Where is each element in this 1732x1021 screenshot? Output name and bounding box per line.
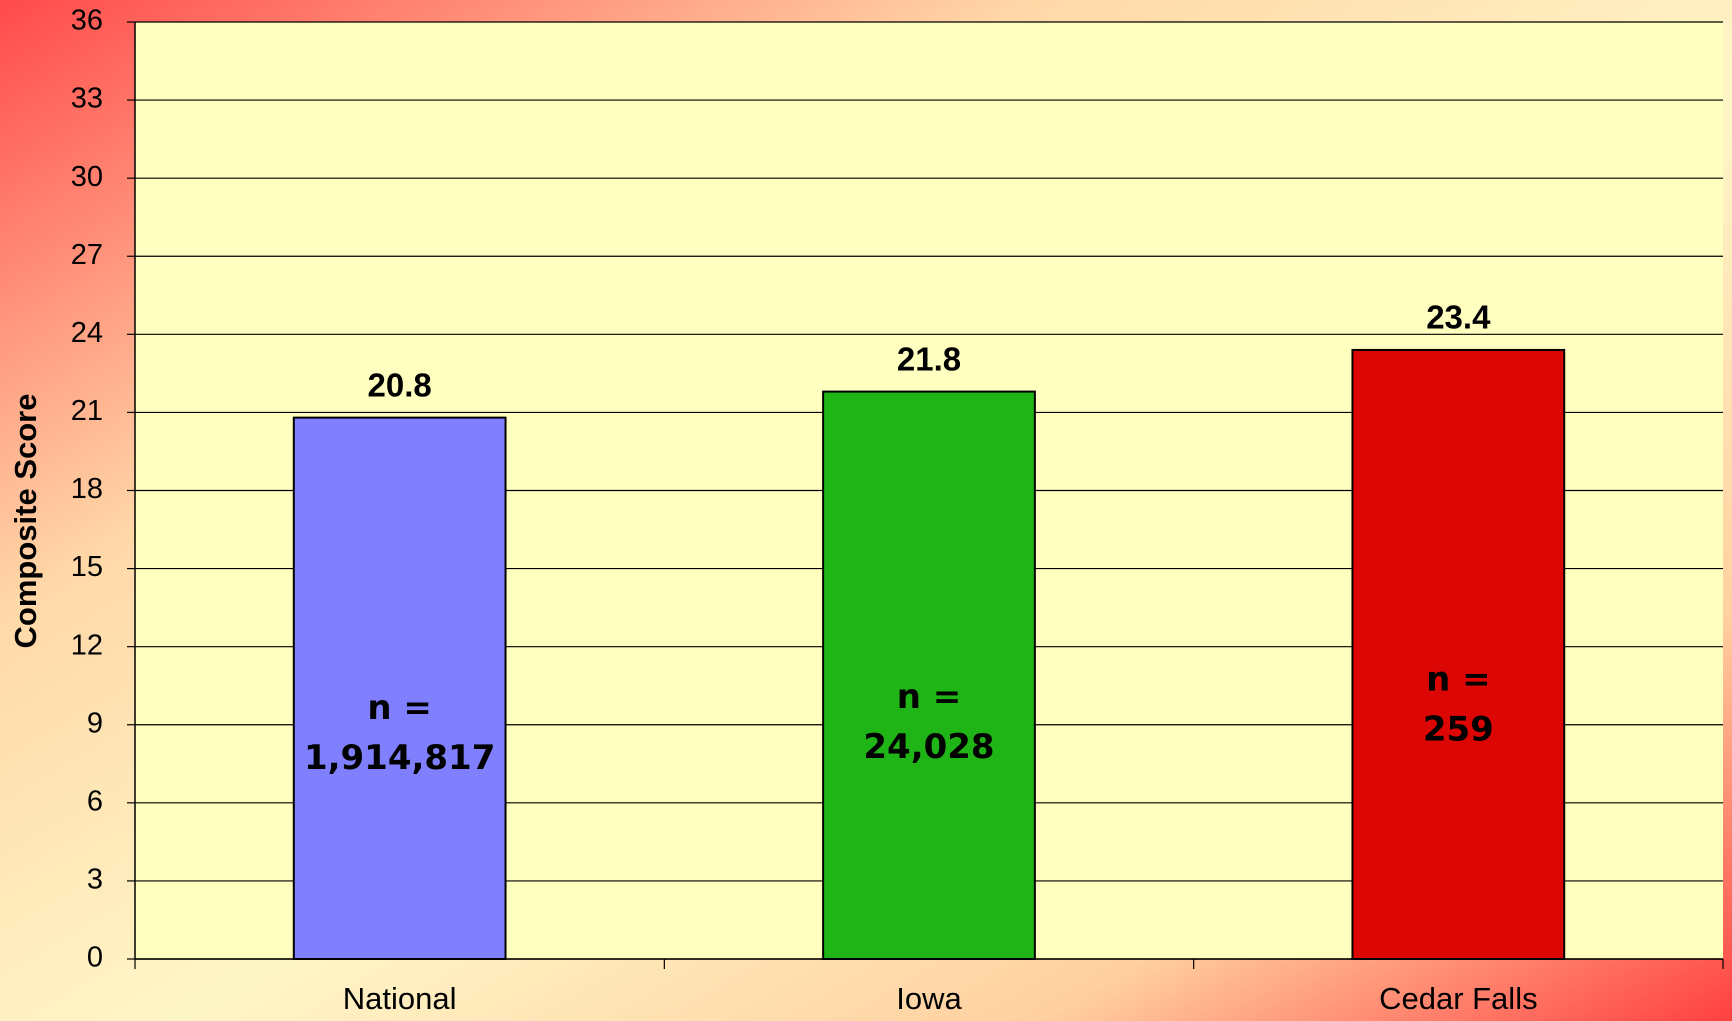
data-label: 20.8 — [368, 366, 432, 403]
y-tick-label: 30 — [71, 161, 103, 193]
bar-note: n = — [1426, 660, 1491, 700]
y-tick-label: 9 — [87, 707, 103, 739]
y-tick-label: 18 — [71, 473, 103, 505]
y-tick-label: 0 — [87, 942, 103, 974]
y-tick-label: 12 — [71, 629, 103, 661]
y-tick-label: 21 — [71, 395, 103, 427]
y-tick-label: 15 — [71, 551, 103, 583]
bar — [292, 416, 507, 961]
y-axis-title: Composite Score — [8, 394, 43, 649]
data-label: 23.4 — [1426, 299, 1491, 336]
bar-note: 24,028 — [863, 727, 994, 767]
y-tick-label: 3 — [87, 864, 103, 896]
bar-note: n = — [367, 688, 432, 728]
y-tick-label: 6 — [87, 785, 103, 817]
x-tick-label: National — [343, 981, 457, 1016]
y-tick-label: 27 — [71, 239, 103, 271]
x-tick-label: Cedar Falls — [1379, 981, 1538, 1016]
y-tick-label: 36 — [71, 5, 103, 37]
y-tick-label: 33 — [71, 83, 103, 115]
bar — [1351, 348, 1566, 960]
x-tick-label: Iowa — [896, 981, 962, 1016]
bar — [822, 390, 1036, 961]
bar-note: 259 — [1423, 710, 1494, 750]
data-label: 21.8 — [897, 340, 961, 377]
y-tick-label: 24 — [71, 317, 103, 349]
bar-note: 1,914,817 — [304, 738, 495, 778]
bar-note: n = — [897, 677, 962, 717]
